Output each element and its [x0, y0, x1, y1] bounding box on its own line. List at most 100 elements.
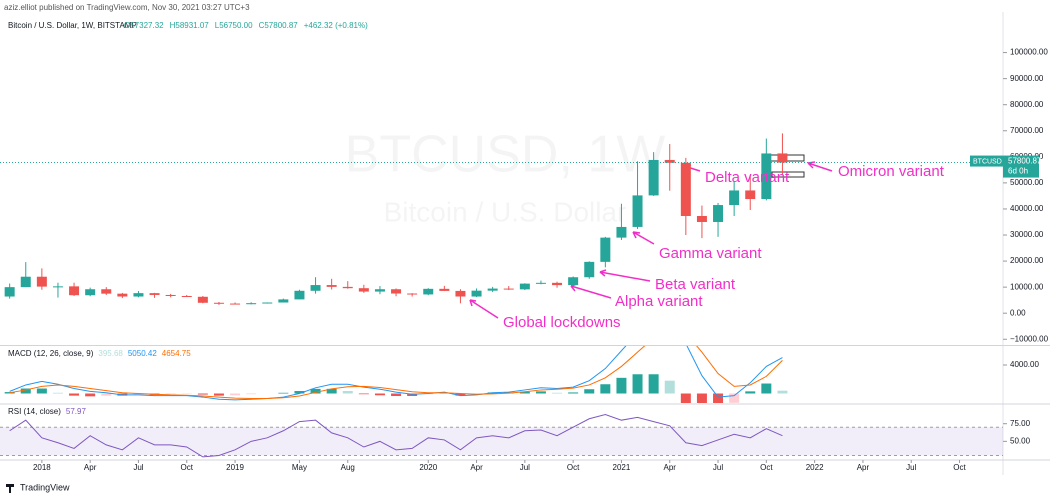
histogram-bar	[536, 391, 546, 393]
candle-body	[166, 295, 176, 296]
candle-body	[536, 283, 546, 284]
candle-body	[359, 288, 369, 291]
pane-title: RSI (14, close)	[8, 407, 61, 416]
histogram-bar	[649, 374, 659, 393]
histogram-bar	[616, 378, 626, 394]
candle-body	[294, 291, 304, 300]
annotation: Global lockdowns	[503, 314, 621, 331]
x-tick-label: Jul	[133, 463, 143, 472]
x-tick-label: Apr	[664, 463, 677, 472]
annotation: Alpha variant	[615, 293, 703, 310]
y-tick-label: 100000.00	[1010, 48, 1048, 57]
annotation: Delta variant	[705, 169, 790, 186]
candle-body	[600, 238, 610, 262]
candle-body	[133, 293, 143, 296]
y-tick-label: 20000.00	[1010, 256, 1044, 265]
candle-body	[777, 153, 787, 162]
histogram-bar	[53, 393, 63, 394]
candle-body	[697, 216, 707, 222]
histogram-bar	[777, 391, 787, 394]
x-tick-label: 2019	[226, 463, 244, 472]
histogram-bar	[85, 394, 95, 397]
ohlc-value: L56750.00	[215, 21, 253, 30]
x-tick-label: Oct	[181, 463, 194, 472]
histogram-bar	[552, 393, 562, 394]
candle-body	[5, 287, 15, 296]
candle-body	[729, 190, 739, 205]
brand: TradingView	[20, 482, 70, 492]
rsi-band	[0, 427, 1003, 455]
histogram-bar	[391, 394, 401, 396]
candle-body	[53, 286, 63, 287]
x-tick-label: Apr	[470, 463, 483, 472]
candle-body	[616, 227, 626, 238]
rsi-pane	[0, 415, 1003, 457]
pane-legend: 57.97	[66, 407, 87, 416]
candle-body	[552, 283, 562, 285]
candle-body	[262, 303, 272, 304]
candle-body	[649, 160, 659, 195]
annotation: Gamma variant	[659, 245, 762, 262]
x-tick-label: 2022	[806, 463, 824, 472]
candle-body	[198, 297, 208, 303]
histogram-bar	[761, 384, 771, 394]
pane-legend: 395.68	[98, 349, 123, 358]
histogram-bar	[359, 394, 369, 395]
x-tick-label: Jul	[520, 463, 530, 472]
pane-legend: 5050.42	[128, 349, 157, 358]
brand-logo	[6, 484, 14, 493]
ohlc-value: O57327.32	[124, 21, 164, 30]
y-tick-label: 0.00	[1010, 308, 1026, 317]
histogram-bar	[246, 394, 256, 395]
ohlc-value: +462.32 (+0.81%)	[304, 21, 368, 30]
candle-body	[85, 289, 95, 295]
ohlc-value: C57800.87	[259, 21, 299, 30]
y-tick-label: −10000.00	[1010, 334, 1049, 343]
x-tick-label: Jul	[713, 463, 723, 472]
macd-pane	[5, 315, 788, 417]
y-tick-label: 30000.00	[1010, 230, 1044, 239]
candle-body	[455, 291, 465, 297]
histogram-bar	[343, 391, 353, 393]
candle-body	[488, 289, 498, 291]
histogram-bar	[745, 391, 755, 393]
candle-body	[246, 303, 256, 304]
publisher: aziz.elliot published on TradingView.com…	[4, 3, 250, 12]
x-tick-label: Jul	[906, 463, 916, 472]
annotation: Beta variant	[655, 276, 736, 293]
y-tick-label: 70000.00	[1010, 126, 1044, 135]
pane-legend: 4654.75	[162, 349, 191, 358]
y-tick-label: 50.00	[1010, 436, 1031, 445]
candle-body	[182, 296, 192, 297]
pane-title: MACD (12, 26, close, 9)	[8, 349, 94, 358]
x-tick-label: Apr	[84, 463, 97, 472]
candle-body	[375, 289, 385, 291]
candle-body	[391, 289, 401, 293]
x-tick-label: Oct	[567, 463, 580, 472]
candle-body	[504, 289, 514, 290]
price-symbol: BTCUSD	[973, 158, 1002, 165]
histogram-bar	[37, 389, 47, 394]
candle-body	[278, 299, 288, 302]
price-label: 57800.87	[1008, 157, 1042, 166]
y-tick-label: 80000.00	[1010, 100, 1044, 109]
x-tick-label: 2020	[419, 463, 437, 472]
candle-body	[520, 284, 530, 290]
x-tick-label: Oct	[953, 463, 966, 472]
histogram-bar	[101, 394, 111, 396]
histogram-bar	[214, 394, 224, 396]
candle-body	[311, 285, 321, 291]
candle-body	[230, 304, 240, 305]
candle-body	[21, 277, 31, 287]
histogram-bar	[198, 394, 208, 395]
candle-body	[117, 294, 127, 297]
x-tick-label: 2021	[613, 463, 631, 472]
candle-body	[713, 205, 723, 222]
histogram-bar	[166, 394, 176, 395]
histogram-bar	[681, 394, 691, 405]
y-tick-label: 10000.00	[1010, 282, 1044, 291]
candle-body	[472, 291, 482, 297]
candle-body	[439, 289, 449, 291]
histogram-bar	[584, 389, 594, 393]
